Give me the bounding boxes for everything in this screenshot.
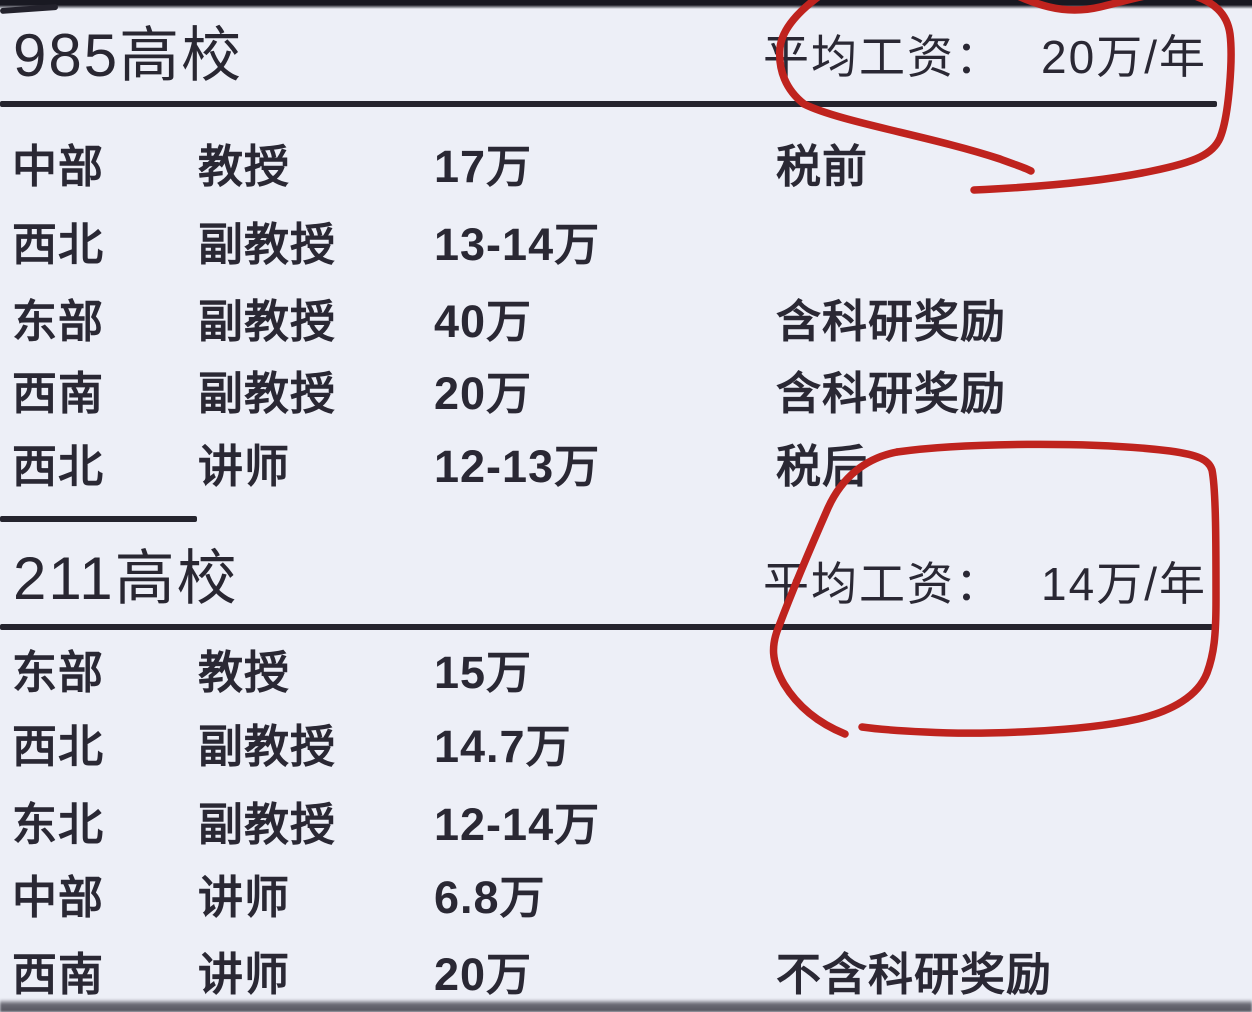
salary-cell: 6.8万: [434, 872, 546, 923]
note-cell: 税前: [776, 141, 869, 192]
section-rule-211: [0, 624, 1213, 630]
title-cell: 讲师: [198, 441, 291, 492]
salary-cell: 12-14万: [434, 799, 601, 850]
region-cell: 中部: [12, 872, 105, 923]
table-row: 西北 副教授 13-14万: [0, 222, 1252, 270]
region-cell: 西北: [12, 441, 105, 492]
section-title-985: 985高校: [13, 22, 244, 89]
title-cell: 副教授: [198, 721, 337, 772]
avg-salary-211: 平均工资： 14万/年: [763, 561, 1207, 607]
table-row: 东部 副教授 40万 含科研奖励: [0, 299, 1252, 347]
avg-salary-label: 平均工资：: [763, 31, 1004, 83]
salary-cell: 17万: [434, 141, 533, 192]
table-row: 西南 副教授 20万 含科研奖励: [0, 371, 1252, 419]
title-cell: 教授: [198, 647, 291, 698]
table-row: 中部 讲师 6.8万: [0, 875, 1252, 923]
title-cell: 副教授: [198, 219, 337, 270]
section-rule-985: [0, 101, 1217, 107]
salary-cell: 40万: [434, 296, 533, 347]
table-row: 东部 教授 15万: [0, 650, 1252, 698]
region-cell: 西北: [12, 721, 105, 772]
salary-cell: 20万: [434, 368, 533, 419]
table-row: 中部 教授 17万 税前: [0, 144, 1252, 192]
region-cell: 东部: [12, 296, 105, 347]
bottom-edge-strip: [0, 999, 1252, 1012]
salary-cell: 14.7万: [434, 721, 572, 772]
note-cell: 税后: [776, 441, 869, 492]
avg-salary-value: 14万/年: [1041, 558, 1207, 610]
table-row: 东北 副教授 12-14万: [0, 802, 1252, 850]
note-cell: 不含科研奖励: [776, 949, 1053, 1000]
avg-salary-985: 平均工资： 20万/年: [763, 34, 1207, 80]
avg-salary-label: 平均工资：: [763, 558, 1004, 610]
avg-salary-value: 20万/年: [1041, 31, 1207, 83]
title-cell: 讲师: [198, 872, 291, 923]
note-cell: 含科研奖励: [776, 296, 1007, 347]
salary-cell: 12-13万: [434, 441, 601, 492]
section-title-211: 211高校: [13, 545, 239, 612]
salary-cell: 13-14万: [434, 219, 601, 270]
region-cell: 中部: [12, 141, 105, 192]
title-cell: 讲师: [198, 949, 291, 1000]
title-cell: 副教授: [198, 368, 337, 419]
region-cell: 东部: [12, 647, 105, 698]
title-cell: 教授: [198, 141, 291, 192]
table-row: 西南 讲师 20万 不含科研奖励: [0, 952, 1252, 1000]
table-row: 西北 讲师 12-13万 税后: [0, 444, 1252, 492]
salary-cell: 15万: [434, 647, 533, 698]
region-cell: 西南: [12, 368, 105, 419]
salary-cell: 20万: [434, 949, 533, 1000]
region-cell: 西南: [12, 949, 105, 1000]
region-cell: 东北: [12, 799, 105, 850]
title-cell: 副教授: [198, 799, 337, 850]
top-edge-strip: [0, 0, 1252, 9]
note-cell: 含科研奖励: [776, 368, 1007, 419]
short-divider-rule: [0, 516, 197, 522]
table-row: 西北 副教授 14.7万: [0, 724, 1252, 772]
region-cell: 西北: [12, 219, 105, 270]
title-cell: 副教授: [198, 296, 337, 347]
